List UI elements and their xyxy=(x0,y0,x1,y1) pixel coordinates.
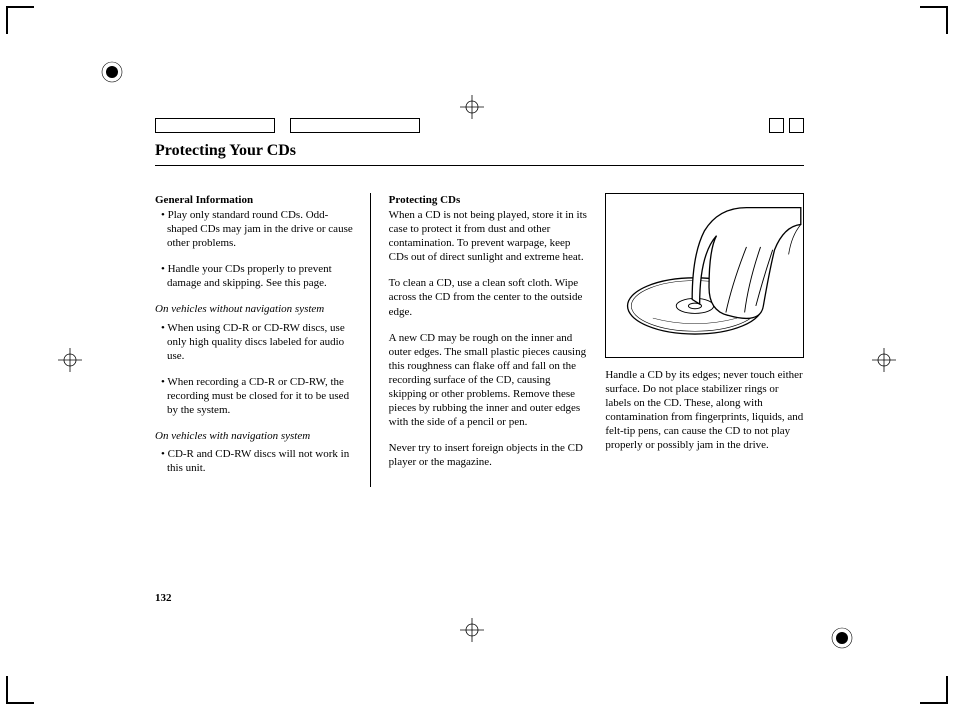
crop-mark xyxy=(6,702,34,704)
registration-crosshair-icon xyxy=(58,348,82,372)
registration-crosshair-icon xyxy=(460,618,484,642)
header-square xyxy=(769,118,784,133)
registration-mark-icon xyxy=(830,626,854,650)
header-box xyxy=(290,118,420,133)
list-item: When recording a CD-R or CD-RW, the reco… xyxy=(161,375,354,417)
crop-mark xyxy=(6,6,8,34)
column-3: Handle a CD by its edges; never touch ei… xyxy=(605,193,804,487)
paragraph: Never try to insert foreign objects in t… xyxy=(389,441,588,469)
header-right-boxes xyxy=(769,118,804,133)
registration-crosshair-icon xyxy=(872,348,896,372)
bullet-list: CD-R and CD-RW discs will not work in th… xyxy=(155,447,354,475)
condition-note: On vehicles with navigation system xyxy=(155,429,354,443)
crop-mark xyxy=(920,6,948,8)
column-2: Protecting CDs When a CD is not being pl… xyxy=(389,193,588,487)
list-item: When using CD-R or CD-RW discs, use only… xyxy=(161,321,354,363)
bullet-list: Play only standard round CDs. Odd-shaped… xyxy=(155,208,354,290)
paragraph: A new CD may be rough on the inner and o… xyxy=(389,331,588,430)
page-title-rule: Protecting Your CDs xyxy=(155,142,804,166)
page-number: 132 xyxy=(155,592,172,604)
crop-mark xyxy=(6,676,8,704)
cd-handling-illustration xyxy=(605,193,804,358)
header-box xyxy=(155,118,275,133)
section-heading: Protecting CDs xyxy=(389,193,588,207)
section-heading: General Information xyxy=(155,193,354,207)
list-item: Play only standard round CDs. Odd-shaped… xyxy=(161,208,354,250)
header-square xyxy=(789,118,804,133)
registration-crosshair-icon xyxy=(460,95,484,119)
crop-mark xyxy=(946,6,948,34)
page-title: Protecting Your CDs xyxy=(155,142,804,160)
crop-mark xyxy=(6,6,34,8)
paragraph: To clean a CD, use a clean soft cloth. W… xyxy=(389,276,588,318)
paragraph: When a CD is not being played, store it … xyxy=(389,208,588,264)
crop-mark xyxy=(920,702,948,704)
list-item: Handle your CDs properly to prevent dama… xyxy=(161,262,354,290)
condition-note: On vehicles without navigation system xyxy=(155,302,354,316)
crop-mark xyxy=(946,676,948,704)
registration-mark-icon xyxy=(100,60,124,84)
column-1: General Information Play only standard r… xyxy=(155,193,371,487)
header-field-boxes xyxy=(155,118,420,133)
illustration-caption: Handle a CD by its edges; never touch ei… xyxy=(605,368,804,452)
list-item: CD-R and CD-RW discs will not work in th… xyxy=(161,447,354,475)
main-content: General Information Play only standard r… xyxy=(155,193,804,487)
bullet-list: When using CD-R or CD-RW discs, use only… xyxy=(155,321,354,417)
